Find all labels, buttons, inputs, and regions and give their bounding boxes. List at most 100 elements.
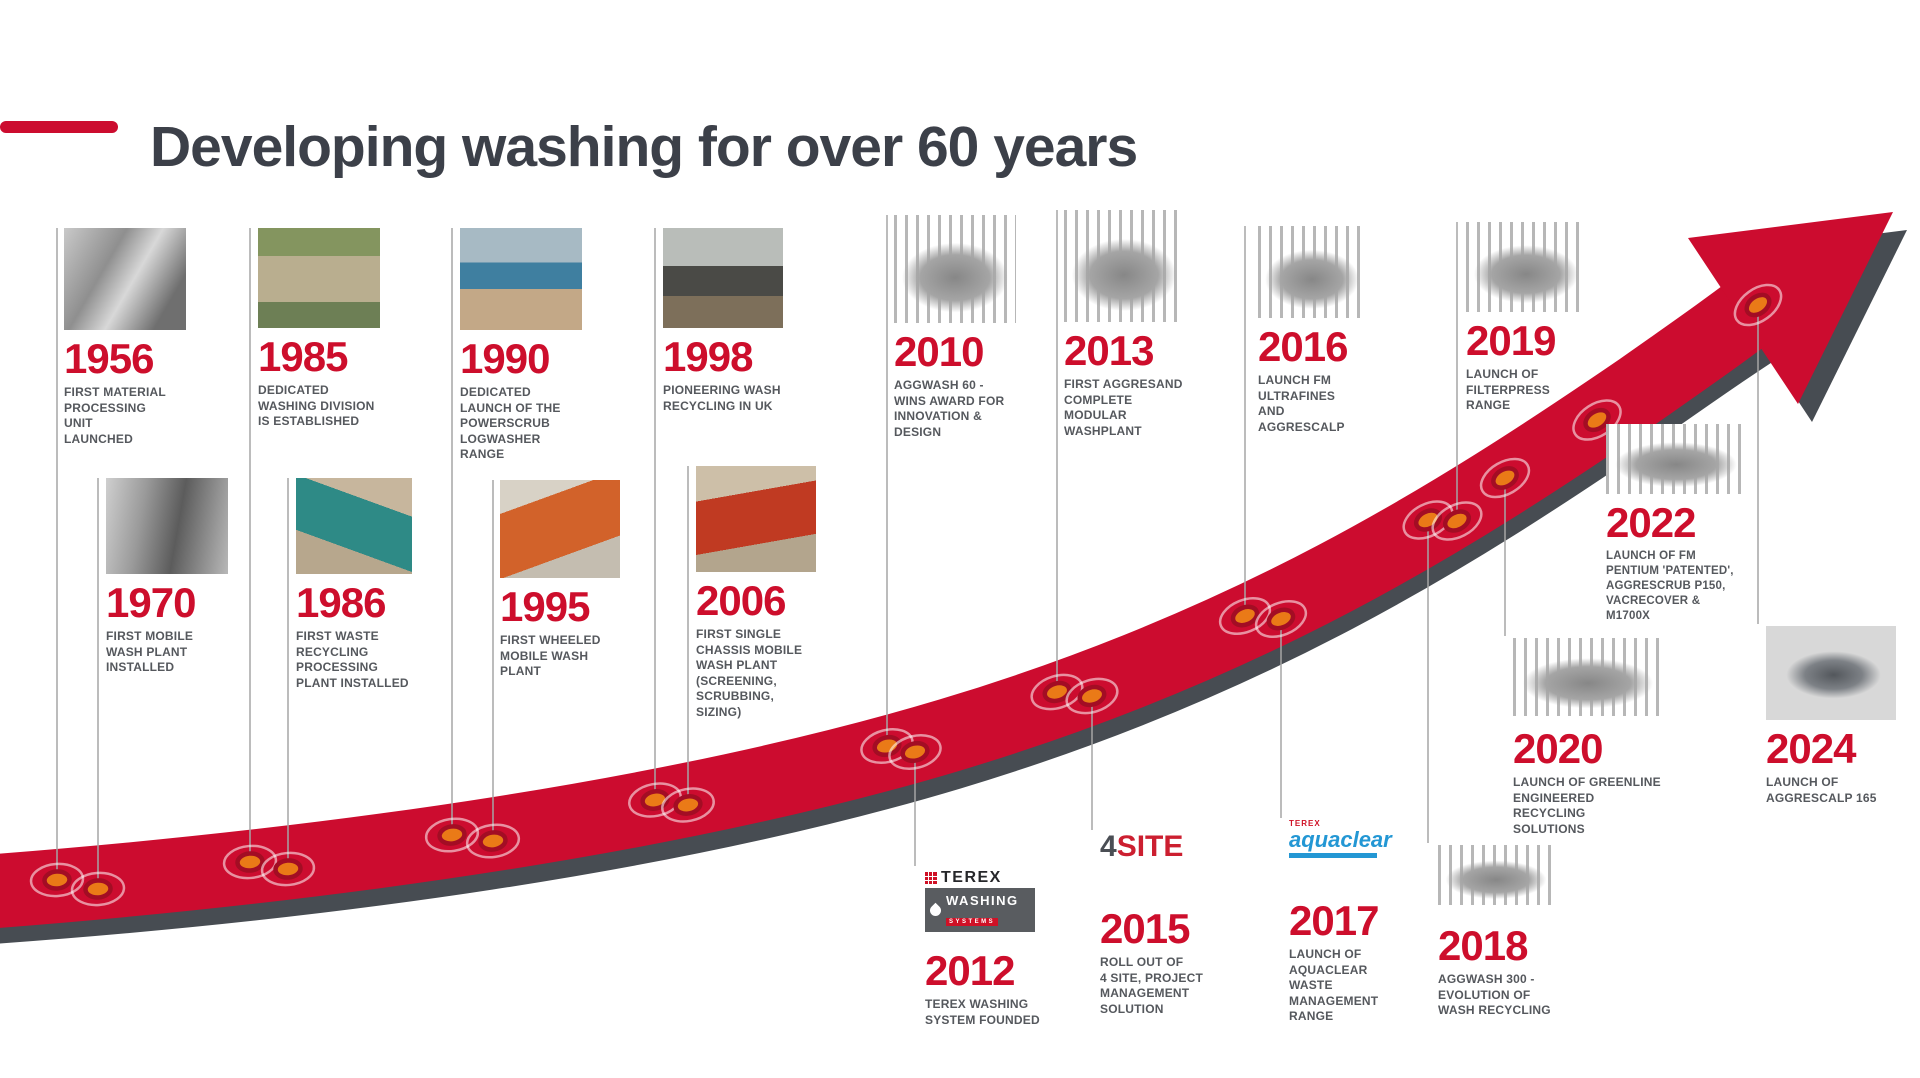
year-label: 2022 [1606,499,1696,546]
aquaclear-logo: TEREX aquaclear [1289,820,1397,859]
marker-outer-ring [1254,600,1308,638]
marker-orange-dot [1442,509,1472,533]
year-label: 1956 [64,335,154,382]
photo-1990 [460,228,582,330]
timeline-marker-2024 [1733,283,1783,327]
timeline-entry-1956: 1956 FIRST MATERIAL PROCESSING UNIT LAUN… [64,228,186,447]
photo-1998 [663,228,783,328]
caption: LAUNCH FM ULTRAFINES AND AGGRESCALP [1258,373,1345,434]
timeline-entry-2020: 2020 LAUNCH OF GREENLINE ENGINEERED RECY… [1513,638,1663,837]
caption: FIRST SINGLE CHASSIS MOBILE WASH PLANT (… [696,627,803,719]
timeline-marker-2012 [888,733,942,771]
caption: AGGWASH 300 - EVOLUTION OF WASH RECYCLIN… [1438,972,1551,1018]
year-label: 2016 [1258,323,1348,370]
aquaclear-tagline-bar [1289,853,1377,859]
year-label: 1995 [500,583,590,630]
year-label: 2013 [1064,327,1154,374]
caption: LAUNCH OF FM PENTIUM 'PATENTED', AGGRESC… [1606,550,1734,622]
caption: PIONEERING WASH RECYCLING IN UK [663,383,781,413]
timeline-marker-1956 [29,862,85,898]
timeline-marker-2022 [1572,399,1622,441]
caption: FIRST MATERIAL PROCESSING UNIT LAUNCHED [64,385,166,446]
marker-outer-ring [1572,399,1622,441]
marker-outer-ring [424,817,480,853]
timeline-entry-2024: 2024 LAUNCH OF AGGRESCALP 165 [1766,626,1896,806]
photo-2024 [1766,626,1896,720]
marker-orange-dot [235,851,265,873]
timeline-entry-2010: 2010 AGGWASH 60 - WINS AWARD FOR INNOVAT… [894,215,1016,440]
marker-orange-dot [273,858,303,880]
timeline-entry-2018: 2018 AGGWASH 300 - EVOLUTION OF WASH REC… [1438,845,1554,1019]
year-label: 1985 [258,333,348,380]
caption: FIRST MOBILE WASH PLANT INSTALLED [106,629,194,675]
marker-orange-dot [83,878,113,900]
year-label: 2010 [894,328,984,375]
arrow-red-head [1688,212,1893,404]
caption: LAUNCH OF FILTERPRESS RANGE [1466,367,1550,413]
4site-logo: 4SITE [1100,832,1212,862]
marker-outer-ring [260,851,316,887]
year-label: 2018 [1438,922,1528,969]
machine-render-2013 [1064,210,1184,322]
year-label: 1970 [106,579,196,626]
machine-render-2018 [1438,845,1554,905]
terex-wordmark: TEREX [925,868,1035,888]
caption: FIRST WASTE RECYCLING PROCESSING PLANT I… [296,629,409,690]
caption: LAUNCH OF AQUACLEAR WASTE MANAGEMENT RAN… [1289,947,1379,1024]
marker-outer-ring [465,823,521,859]
marker-orange-dot [1266,607,1296,631]
timeline-marker-1970 [70,871,126,907]
year-label: 2019 [1466,317,1556,364]
caption: FIRST AGGRESAND COMPLETE MODULAR WASHPLA… [1064,377,1183,438]
machine-render-2016 [1258,226,1366,318]
timeline-entry-2022: 2022 LAUNCH OF FM PENTIUM 'PATENTED', AG… [1606,424,1746,624]
timeline-marker-2006 [661,787,715,823]
timeline-entry-2016: 2016 LAUNCH FM ULTRAFINES AND AGGRESCALP [1258,226,1366,435]
caption: LAUNCH OF AGGRESCALP 165 [1766,775,1877,805]
timeline-entry-1995: 1995 FIRST WHEELED MOBILE WASH PLANT [500,480,620,680]
marker-orange-dot [1077,684,1107,708]
marker-outer-ring [1431,501,1483,541]
machine-render-2010 [894,215,1016,323]
timeline-marker-1990 [424,817,480,853]
photo-1995 [500,480,620,578]
marker-orange-dot [437,824,467,846]
timeline-entry-2019: 2019 LAUNCH OF FILTERPRESS RANGE [1466,222,1586,414]
timeline-entry-2006: 2006 FIRST SINGLE CHASSIS MOBILE WASH PL… [696,466,816,721]
photo-1985 [258,228,380,328]
timeline-marker-2015 [1065,677,1119,715]
aquaclear-wordmark: aquaclear [1289,827,1392,852]
marker-orange-dot [42,869,72,891]
photo-2006 [696,466,816,572]
marker-outer-ring [628,782,682,818]
marker-orange-dot [1042,680,1072,704]
photo-1956 [64,228,186,330]
terex-grid-icon [925,872,937,884]
systems-text: SYSTEMS [946,918,999,926]
year-label: 1998 [663,333,753,380]
year-label: 1986 [296,579,386,626]
marker-outer-ring [29,862,85,898]
marker-outer-ring [222,844,278,880]
marker-outer-ring [661,787,715,823]
marker-orange-dot [478,830,508,852]
timeline-marker-1995 [465,823,521,859]
marker-orange-dot [1491,466,1519,490]
timeline-marker-2020 [1479,457,1531,499]
caption: FIRST WHEELED MOBILE WASH PLANT [500,633,601,679]
year-label: 2006 [696,577,786,624]
timeline-entry-1985: 1985 DEDICATED WASHING DIVISION IS ESTAB… [258,228,380,430]
timeline-entry-1986: 1986 FIRST WASTE RECYCLING PROCESSING PL… [296,478,412,691]
4site-logo-site: SITE [1116,830,1184,863]
timeline-entry-2017: TEREX aquaclear 2017 LAUNCH OF AQUACLEAR… [1289,820,1397,1025]
timeline-entry-2012: TEREX WASHING SYSTEMS 2012 TEREX WASHING… [925,868,1043,1028]
marker-outer-ring [70,871,126,907]
machine-render-2020 [1513,638,1663,716]
timeline-entry-1998: 1998 PIONEERING WASH RECYCLING IN UK [663,228,783,414]
marker-outer-ring [1733,283,1783,327]
4site-logo-4: 4 [1100,830,1117,863]
page-title: Developing washing for over 60 years [150,115,1138,180]
caption: DEDICATED LAUNCH OF THE POWERSCRUB LOGWA… [460,385,561,462]
